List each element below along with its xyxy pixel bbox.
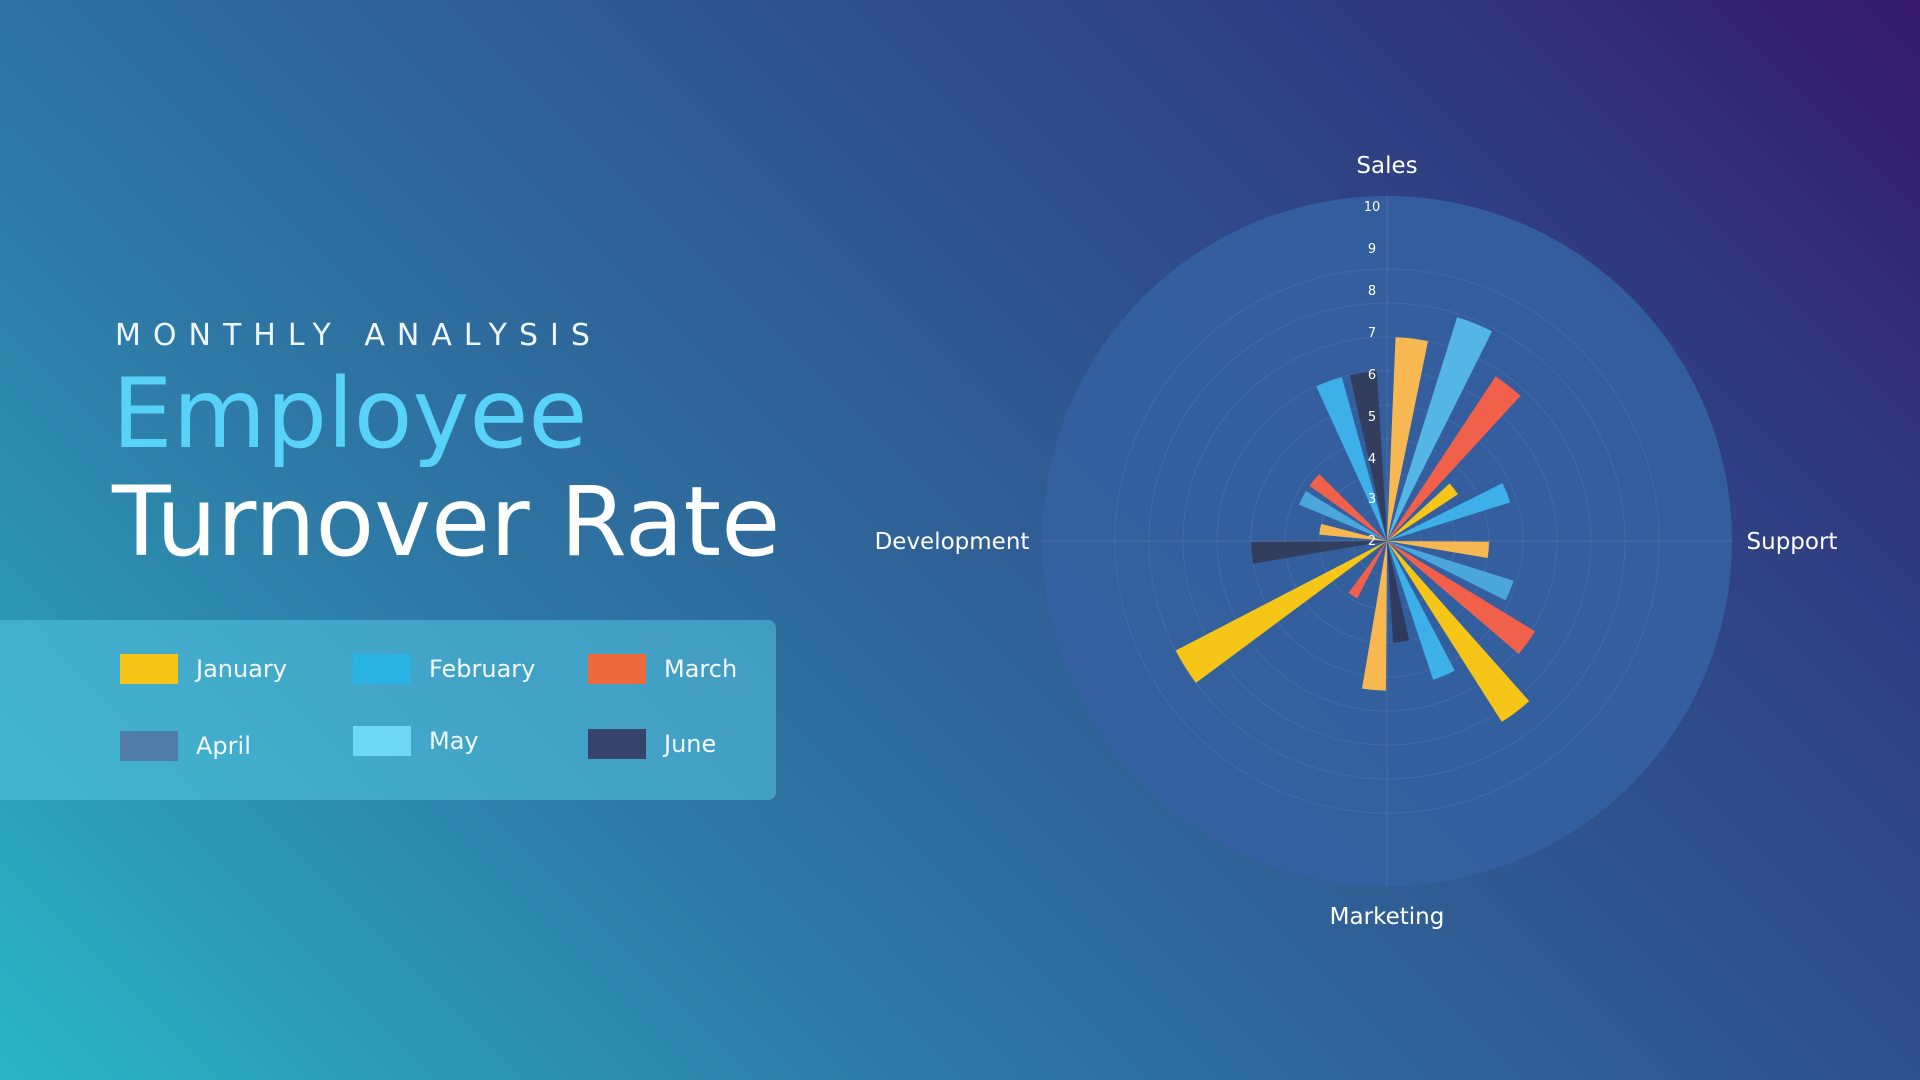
grid-ring [1148, 302, 1626, 780]
tick-label: 7 [1368, 326, 1376, 341]
radial-bar [1387, 541, 1530, 722]
radial-bar [1387, 483, 1458, 541]
legend-swatch-january [120, 654, 178, 684]
category-label-marketing: Marketing [1330, 904, 1445, 930]
legend-item-march: March [588, 654, 737, 684]
tick-label: 3 [1368, 492, 1376, 507]
legend-item-may: May [353, 726, 479, 756]
chart-bars [1175, 317, 1536, 722]
legend-item-january: January [120, 654, 287, 684]
category-label-sales: Sales [1356, 153, 1417, 179]
grid-ring [1114, 268, 1660, 814]
tick-label: 6 [1368, 368, 1376, 383]
radial-bar [1387, 541, 1536, 654]
title-line-1: Employee [112, 358, 588, 470]
radial-bar [1387, 541, 1455, 680]
legend-swatch-april [120, 731, 178, 761]
category-label-support: Support [1747, 529, 1838, 555]
tick-label: 8 [1368, 284, 1376, 299]
radial-bar [1298, 491, 1387, 541]
legend-item-june: June [588, 729, 716, 759]
chart-ticks: 10 9 8 7 6 5 4 3 2 [1364, 200, 1381, 549]
tick-label: 9 [1368, 242, 1376, 257]
legend-swatch-june [588, 729, 646, 759]
radial-bar [1387, 337, 1429, 541]
legend-item-april: April [120, 731, 251, 761]
grid-ring [1318, 472, 1456, 610]
grid-ring [1216, 370, 1558, 712]
title-line-2: Turnover Rate [112, 466, 781, 578]
radial-bar [1349, 371, 1387, 541]
radial-bar [1387, 541, 1514, 601]
radial-bar [1387, 541, 1410, 643]
radial-bar [1348, 541, 1387, 599]
eyebrow: MONTHLY ANALYSIS [115, 318, 602, 353]
legend-panel: January February March April May June [0, 620, 776, 800]
legend-swatch-february [353, 654, 411, 684]
grid-ring [1352, 506, 1422, 576]
radial-bar [1387, 541, 1489, 559]
legend-label-may: May [429, 727, 479, 755]
legend-label-june: June [664, 730, 717, 758]
tick-label: 10 [1364, 200, 1381, 215]
legend-label-january: January [196, 655, 287, 683]
tick-label: 2 [1368, 534, 1376, 549]
radial-bar [1175, 541, 1387, 683]
radial-bar [1319, 523, 1387, 541]
radial-bar [1387, 376, 1521, 541]
legend-label-april: April [196, 732, 251, 760]
legend-item-february: February [353, 654, 535, 684]
radial-bar [1309, 474, 1387, 541]
category-label-development: Development [875, 529, 1030, 555]
radial-bar [1362, 541, 1387, 691]
legend-swatch-may [353, 726, 411, 756]
tick-label: 4 [1368, 452, 1376, 467]
radial-bar [1251, 541, 1387, 564]
radial-bar [1316, 377, 1387, 541]
grid-ring [1284, 438, 1490, 644]
grid-ring [1250, 404, 1524, 678]
legend-label-march: March [664, 655, 738, 683]
page-title: Employee Turnover Rate [112, 360, 780, 576]
radial-bar [1387, 317, 1493, 541]
legend-label-february: February [429, 655, 536, 683]
tick-label: 5 [1368, 410, 1376, 425]
radial-bar [1387, 483, 1511, 541]
chart-grid [1042, 196, 1732, 886]
grid-ring [1182, 336, 1592, 746]
legend-swatch-march [588, 654, 646, 684]
